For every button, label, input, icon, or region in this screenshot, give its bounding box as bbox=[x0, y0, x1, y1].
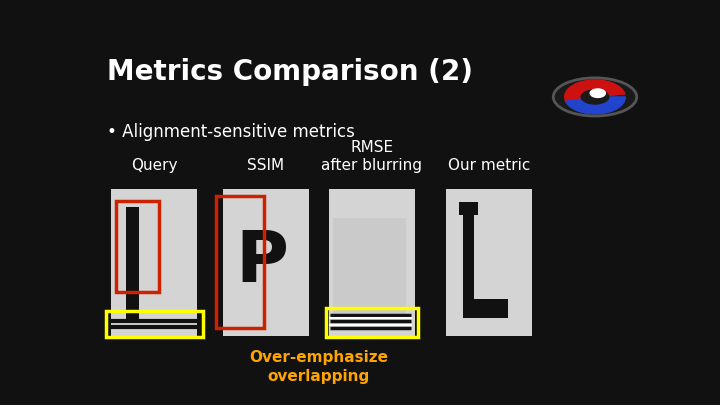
Text: • Alignment-sensitive metrics: • Alignment-sensitive metrics bbox=[107, 124, 355, 141]
Bar bbox=[333, 218, 406, 313]
Bar bbox=[459, 202, 478, 215]
Wedge shape bbox=[564, 80, 625, 101]
Bar bbox=[463, 212, 474, 318]
Text: RMSE
after blurring: RMSE after blurring bbox=[321, 140, 423, 173]
Text: Our metric: Our metric bbox=[448, 158, 530, 173]
Bar bbox=[446, 189, 532, 335]
Bar bbox=[463, 299, 508, 318]
Bar bbox=[222, 189, 309, 335]
Bar bbox=[116, 200, 159, 292]
Bar bbox=[127, 207, 139, 321]
Circle shape bbox=[590, 89, 606, 98]
Text: Metrics Comparison (2): Metrics Comparison (2) bbox=[107, 58, 473, 86]
Bar bbox=[106, 311, 202, 337]
Bar bbox=[326, 308, 418, 337]
Ellipse shape bbox=[553, 78, 636, 116]
Text: Query: Query bbox=[131, 158, 177, 173]
Text: Over-emphasize
overlapping: Over-emphasize overlapping bbox=[249, 350, 388, 384]
Bar bbox=[111, 189, 197, 335]
Text: SSIM: SSIM bbox=[247, 158, 284, 173]
Wedge shape bbox=[566, 97, 626, 114]
Bar bbox=[328, 189, 415, 335]
Bar bbox=[217, 196, 264, 328]
Text: P: P bbox=[235, 228, 288, 297]
